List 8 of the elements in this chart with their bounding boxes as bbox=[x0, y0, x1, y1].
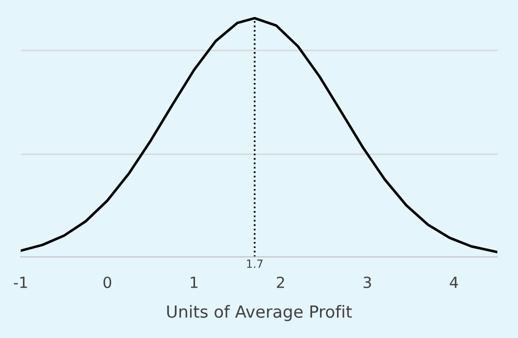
x-tick-label: 0 bbox=[104, 276, 112, 288]
ref-line-label: 1.7 bbox=[247, 260, 263, 268]
x-tick-label: 3 bbox=[364, 276, 371, 288]
x-tick-label: 1 bbox=[190, 276, 198, 288]
x-tick-label: 2 bbox=[276, 276, 284, 288]
x-axis-title: Units of Average Profit bbox=[167, 305, 352, 322]
x-tick-label: -1 bbox=[14, 276, 27, 288]
x-tick-label: 4 bbox=[450, 276, 458, 288]
